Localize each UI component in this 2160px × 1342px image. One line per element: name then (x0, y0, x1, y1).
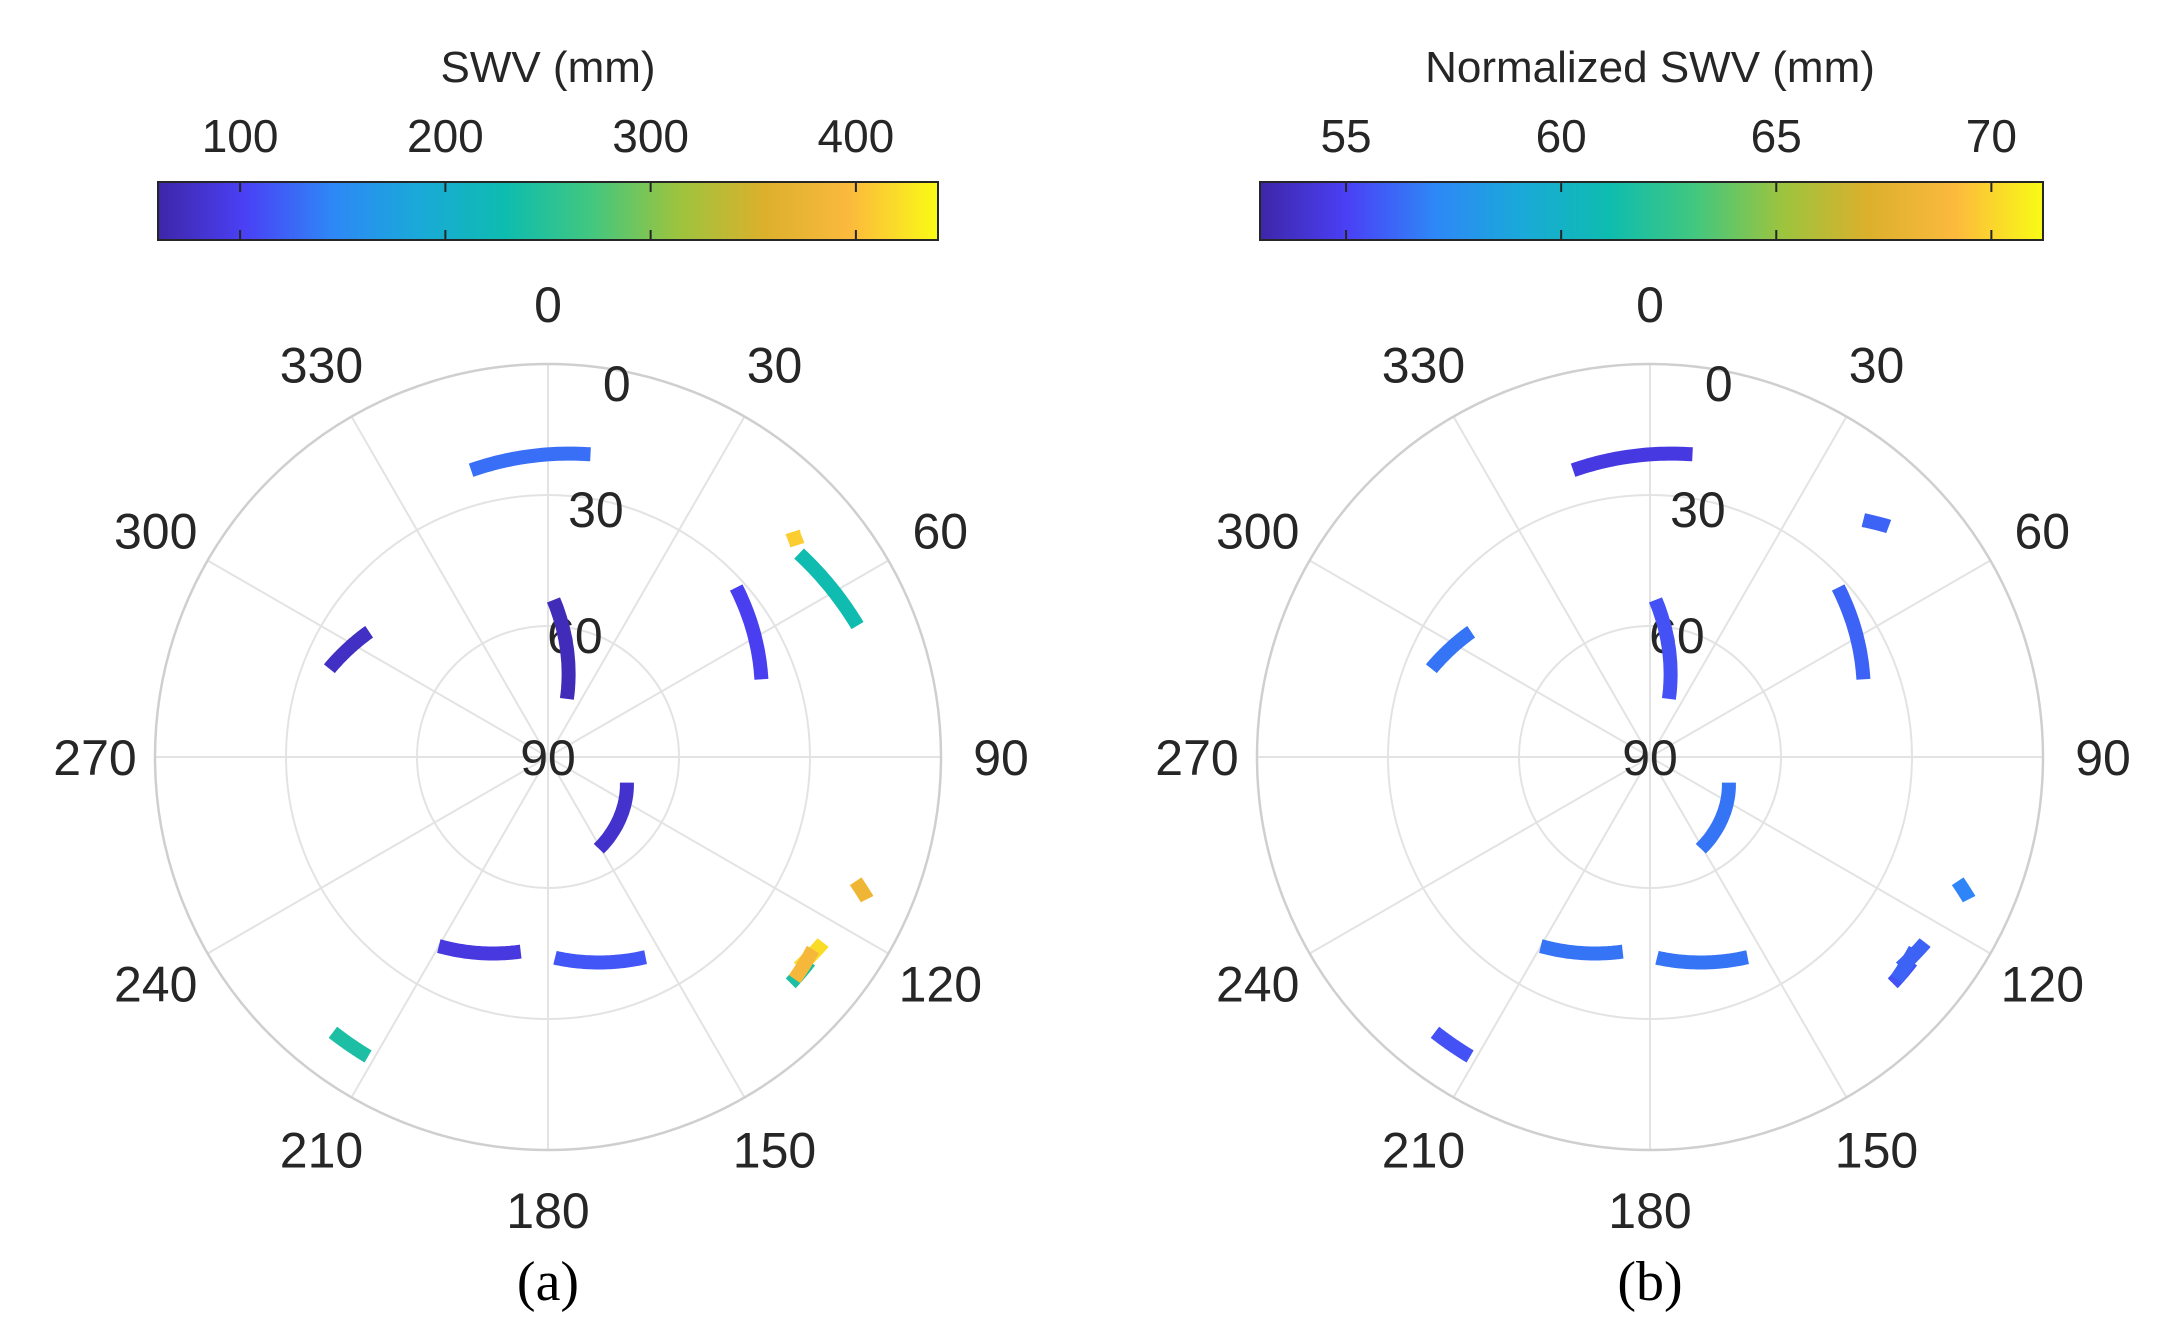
grid-spoke-b-5 (1649, 756, 1848, 1098)
colorbar-tick-label-b-3: 70 (1966, 110, 2017, 162)
panel-b: Normalized SWV (mm) 55 60 65 70 0 30 60 90 120 1… (1155, 43, 2131, 1313)
colorbar-tick-label-b-1: 60 (1536, 110, 1587, 162)
angle-label-b-180: 180 (1608, 1183, 1691, 1239)
angle-label-a-150: 150 (733, 1122, 816, 1178)
angle-label-a-180: 180 (506, 1183, 589, 1239)
angle-label-a-60: 60 (912, 504, 968, 560)
segments-a (323, 446, 874, 1063)
angle-label-b-0: 0 (1636, 277, 1664, 333)
grid-spoke-b-7 (1452, 756, 1651, 1098)
angle-label-a-270: 270 (53, 730, 136, 786)
data-segment-a-13 (327, 1026, 374, 1063)
grid-spoke-b-1 (1649, 416, 1848, 758)
grid-spoke-b-2 (1649, 559, 1991, 758)
data-segment-b-3 (1831, 583, 1871, 684)
data-segment-b-2 (1425, 625, 1477, 675)
grid-spoke-a-8 (207, 756, 549, 955)
grid-spoke-b-10 (1309, 559, 1651, 758)
data-segment-b-0 (1569, 446, 1696, 477)
colorbar-a (157, 181, 939, 241)
angle-label-a-120: 120 (899, 957, 982, 1013)
radial-label-b-0: 0 (1705, 356, 1733, 412)
data-segment-b-11 (1536, 939, 1628, 961)
segments-b (1425, 446, 1976, 1063)
panel-a: SWV (mm) 100 200 300 400 030609012015018021… (53, 43, 1029, 1313)
angle-label-b-240: 240 (1216, 957, 1299, 1013)
angle-label-b-150: 150 (1835, 1122, 1918, 1178)
data-segment-b-5 (1695, 777, 1736, 854)
colorbar-tick-label-a-2: 300 (612, 110, 689, 162)
angle-label-a-330: 330 (280, 338, 363, 394)
panel-label-b: (b) (1617, 1251, 1682, 1313)
data-segment-b-10 (1652, 950, 1752, 970)
grid-spoke-a-1 (547, 416, 746, 758)
colorbar-tick-label-a-1: 200 (407, 110, 484, 162)
grid-spoke-a-5 (547, 756, 746, 1098)
angle-label-b-120: 120 (2001, 957, 2084, 1013)
angle-label-b-330: 330 (1382, 338, 1465, 394)
radial-label-b-30: 30 (1670, 482, 1726, 538)
colorbar-ticklabels-b: 55 60 65 70 (1320, 110, 2017, 162)
colorbar-tickmarks-b (1345, 182, 1993, 240)
data-segment-a-3 (729, 583, 769, 684)
colorbar-tick-label-a-3: 400 (818, 110, 895, 162)
colorbar-tick-label-b-2: 65 (1751, 110, 1802, 162)
colorbar-tickmarks-a (239, 182, 857, 240)
angle-label-b-60: 60 (2014, 504, 2070, 560)
data-segment-a-2 (323, 625, 375, 675)
colorbar-b (1259, 181, 2044, 241)
data-segment-b-12 (1429, 1026, 1476, 1063)
grid-spoke-b-8 (1309, 756, 1651, 955)
grid-outer-circle-b (1255, 362, 2045, 1152)
data-segment-a-7 (849, 874, 874, 906)
angle-label-a-90: 90 (973, 730, 1029, 786)
data-segment-a-11 (550, 950, 650, 970)
colorbar-tick-label-a-0: 100 (202, 110, 279, 162)
grid-spoke-a-7 (350, 756, 549, 1098)
angle-label-b-300: 300 (1216, 504, 1299, 560)
angle-label-a-30: 30 (747, 338, 803, 394)
data-segment-a-1 (546, 596, 576, 703)
colorbar-ticklabels-a: 100 200 300 400 (202, 110, 895, 162)
polar-grid-b (1255, 362, 2045, 1152)
data-segment-a-12 (434, 939, 526, 961)
angle-label-a-240: 240 (114, 957, 197, 1013)
angle-label-b-270: 270 (1155, 730, 1238, 786)
data-segment-a-0 (467, 446, 594, 477)
grid-spoke-b-11 (1452, 416, 1651, 758)
angle-label-a-0: 0 (534, 277, 562, 333)
colorbar-title-b: Normalized SWV (mm) (1425, 43, 1875, 92)
radial-label-a-30: 30 (568, 482, 624, 538)
radial-label-a-0: 0 (603, 356, 631, 412)
data-segment-a-6 (593, 777, 634, 854)
data-segment-b-1 (1648, 596, 1678, 703)
radial-label-b-90: 90 (1622, 730, 1678, 786)
data-segment-a-5 (794, 548, 864, 630)
data-segment-b-6 (1951, 874, 1976, 906)
colorbar-title-a: SWV (mm) (440, 43, 655, 92)
data-segment-b-9 (1890, 943, 1922, 986)
grid-spoke-a-10 (207, 559, 549, 758)
data-segment-a-4 (781, 529, 809, 548)
colorbar-tick-label-b-0: 55 (1320, 110, 1371, 162)
grid-spoke-a-11 (350, 416, 549, 758)
angle-label-a-300: 300 (114, 504, 197, 560)
angle-label-b-210: 210 (1382, 1122, 1465, 1178)
data-segment-a-10 (788, 943, 820, 986)
grid-spoke-b-4 (1649, 756, 1991, 955)
panel-label-a: (a) (517, 1251, 579, 1313)
grid-spoke-a-4 (547, 756, 889, 955)
angle-label-b-90: 90 (2075, 730, 2131, 786)
angle-label-a-210: 210 (280, 1122, 363, 1178)
grid-outer-circle-a (153, 362, 943, 1152)
angle-label-b-30: 30 (1849, 338, 1905, 394)
radial-label-a-90: 90 (520, 730, 576, 786)
data-segment-b-4 (1857, 513, 1895, 534)
